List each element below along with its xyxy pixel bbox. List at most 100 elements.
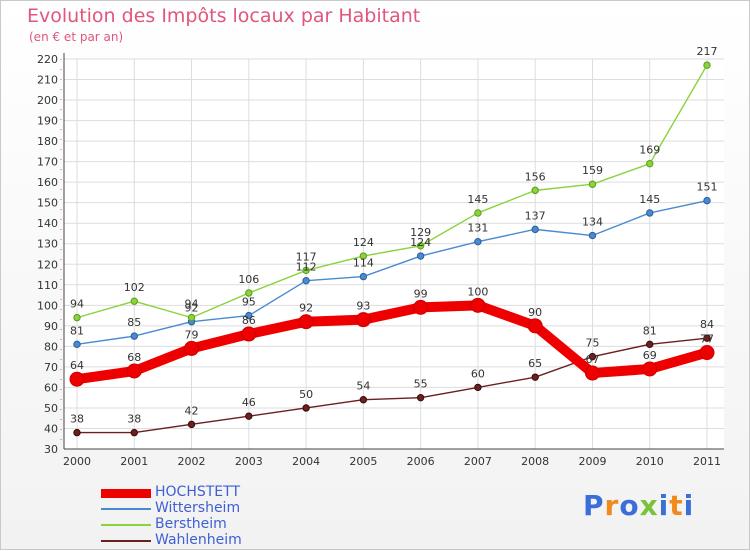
x-tick-label: 2006: [407, 455, 435, 468]
data-point: [413, 299, 429, 315]
proxiti-logo: Proxiti: [583, 489, 694, 522]
logo-letter: o: [619, 489, 640, 522]
data-point: [130, 297, 138, 305]
data-point: [646, 340, 654, 349]
data-point: [73, 428, 81, 437]
y-tick-label: 210: [37, 74, 58, 87]
data-label: 65: [528, 357, 542, 370]
data-label: 145: [639, 193, 660, 206]
data-label: 69: [643, 349, 657, 362]
data-point: [302, 266, 310, 275]
x-tick-label: 2008: [521, 455, 549, 468]
x-tick-label: 2003: [235, 455, 263, 468]
y-tick-label: 190: [37, 115, 58, 128]
series-line-wahlenheim: [76, 337, 708, 434]
y-tick-label: 100: [37, 299, 58, 312]
x-tick-label: 2007: [464, 455, 492, 468]
x-tick-label: 2004: [292, 455, 320, 468]
data-label: 38: [127, 413, 141, 426]
data-label: 92: [185, 302, 199, 315]
legend-label: Wahlenheim: [155, 532, 242, 548]
data-point: [245, 311, 253, 320]
data-point: [646, 159, 654, 168]
data-point: [130, 332, 138, 340]
data-label: 86: [242, 314, 256, 327]
data-point: [69, 371, 85, 387]
logo-letter: x: [639, 489, 659, 522]
x-tick-label: 2009: [578, 455, 606, 468]
y-tick-label: 70: [44, 361, 58, 374]
data-label: 156: [525, 170, 546, 183]
data-label: 131: [467, 222, 488, 235]
data-point: [245, 412, 253, 420]
y-tick-label: 220: [37, 53, 58, 66]
chart-title: Evolution des Impôts locaux par Habitant: [27, 5, 421, 27]
data-point: [245, 289, 253, 297]
logo-letter: r: [604, 489, 620, 522]
data-point: [359, 396, 368, 404]
plot-area: [64, 59, 724, 449]
data-point: [474, 209, 482, 217]
data-label: 81: [643, 324, 657, 337]
y-tick-label: 160: [37, 176, 58, 189]
data-label: 134: [582, 216, 603, 229]
legend-swatch: [101, 524, 151, 526]
data-label: 129: [410, 226, 431, 239]
data-point: [416, 393, 425, 402]
logo-letter: t: [669, 489, 684, 522]
data-label: 90: [528, 306, 542, 319]
data-point: [588, 180, 597, 188]
data-label: 169: [639, 144, 660, 157]
data-point: [531, 225, 539, 234]
data-point: [474, 237, 482, 246]
data-point: [470, 297, 486, 313]
y-tick-label: 80: [44, 340, 58, 353]
logo-letter: i: [658, 489, 670, 522]
y-tick-label: 30: [44, 443, 58, 456]
data-label: 124: [353, 236, 374, 249]
data-label: 79: [185, 328, 199, 341]
y-tick-label: 60: [44, 381, 58, 394]
y-tick-label: 40: [44, 422, 58, 435]
y-tick-label: 90: [44, 320, 58, 333]
data-label: 106: [238, 273, 259, 286]
data-point: [187, 420, 196, 429]
logo-letter: i: [683, 489, 695, 522]
data-point: [703, 61, 711, 69]
data-point: [531, 186, 539, 195]
series-line-wittersheim: [76, 199, 708, 346]
legend-label: Berstheim: [155, 516, 227, 532]
y-tick-label: 50: [44, 402, 58, 415]
data-point: [642, 361, 658, 377]
y-tick-label: 170: [37, 156, 58, 169]
data-point: [130, 428, 138, 437]
data-point: [73, 340, 81, 349]
legend-swatch: [101, 508, 151, 510]
data-label: 94: [185, 298, 199, 311]
data-label: 124: [410, 236, 431, 249]
data-label: 151: [697, 181, 718, 194]
data-label: 64: [70, 359, 84, 372]
data-label: 38: [70, 413, 84, 426]
data-label: 77: [700, 333, 714, 346]
data-label: 93: [356, 300, 370, 313]
data-point: [184, 340, 200, 356]
y-tick-label: 140: [37, 217, 58, 230]
data-point: [474, 383, 482, 392]
data-point: [416, 252, 425, 260]
data-label: 114: [353, 257, 374, 270]
data-label: 84: [700, 318, 714, 331]
data-point: [703, 334, 711, 342]
data-label: 112: [296, 261, 317, 274]
data-label: 46: [242, 396, 256, 409]
y-tick-label: 130: [37, 238, 58, 251]
data-point: [359, 252, 368, 260]
series-line-hochstett: [72, 300, 712, 385]
data-point: [416, 242, 425, 250]
data-label: 85: [127, 316, 141, 329]
x-tick-label: 2005: [349, 455, 377, 468]
y-tick-label: 200: [37, 94, 58, 107]
data-label: 55: [414, 378, 428, 391]
data-point: [187, 313, 196, 322]
